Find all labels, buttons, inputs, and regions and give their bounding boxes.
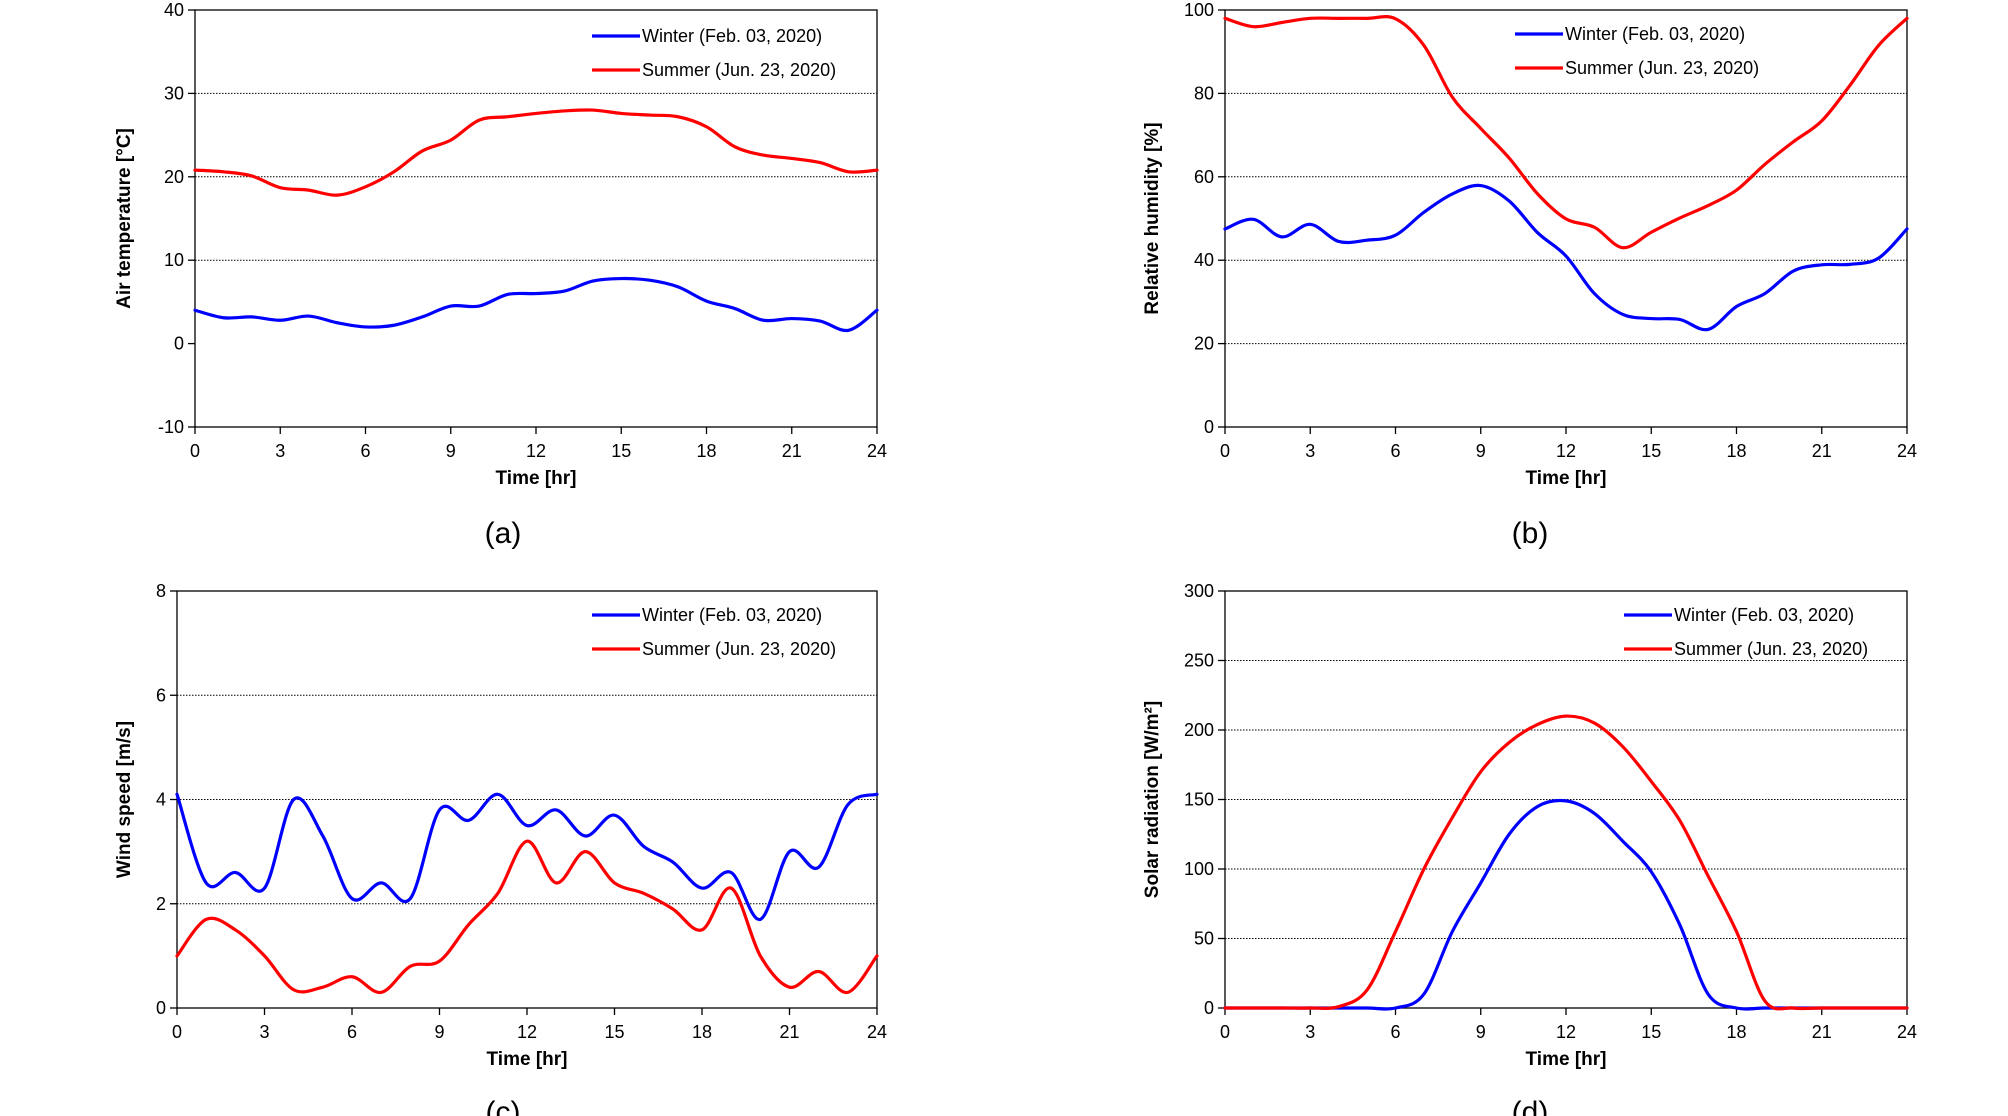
- x-tick-label: 18: [692, 1022, 712, 1042]
- y-tick-label: 250: [1184, 651, 1214, 671]
- y-tick-label: 200: [1184, 720, 1214, 740]
- legend: Winter (Feb. 03, 2020) Summer (Jun. 23, 2…: [1624, 605, 1868, 659]
- series-line-winter: [1223, 183, 1909, 332]
- y-tick-label: 150: [1184, 790, 1214, 810]
- x-tick-label: 21: [782, 441, 802, 461]
- legend-label-winter: Winter (Feb. 03, 2020): [642, 605, 822, 625]
- x-tick-label: 3: [259, 1022, 269, 1042]
- series-line-summer: [1223, 15, 1909, 250]
- y-tick-label: 20: [164, 167, 184, 187]
- x-tick-label: 0: [1220, 1022, 1230, 1042]
- series-line-winter: [193, 276, 879, 333]
- y-tick-label: 6: [156, 685, 166, 705]
- series-line-summer: [1223, 714, 1909, 1011]
- x-tick-label: 9: [1476, 1022, 1486, 1042]
- y-tick-label: 0: [156, 998, 166, 1018]
- x-tick-label: 21: [1812, 441, 1832, 461]
- y-tick-label: 20: [1194, 334, 1214, 354]
- y-tick-label: 10: [164, 250, 184, 270]
- series-line-winter: [175, 792, 879, 921]
- series-line-summer: [175, 839, 879, 994]
- y-tick-label: 8: [156, 581, 166, 601]
- x-tick-label: 3: [1305, 441, 1315, 461]
- legend-label-winter: Winter (Feb. 03, 2020): [1565, 24, 1745, 44]
- panel-label: (d): [1512, 1096, 1549, 1116]
- x-tick-label: 21: [1812, 1022, 1832, 1042]
- y-axis-title: Relative humidity [%]: [1142, 122, 1163, 314]
- x-axis-title: Time [hr]: [1526, 1049, 1607, 1070]
- x-tick-label: 15: [1641, 441, 1661, 461]
- x-tick-label: 15: [604, 1022, 624, 1042]
- x-axis-title: Time [hr]: [496, 468, 577, 489]
- y-tick-label: 0: [1204, 998, 1214, 1018]
- x-tick-label: 12: [1556, 441, 1576, 461]
- legend-label-summer: Summer (Jun. 23, 2020): [642, 60, 836, 80]
- x-tick-label: 0: [1220, 441, 1230, 461]
- chart-panel-b: 0 20 40 60 80 100 0 3 6 9 12 15 18 21 24 Time [hr] Relat…: [1142, 0, 1917, 550]
- y-tick-label: 30: [164, 83, 184, 103]
- x-tick-label: 24: [1897, 1022, 1917, 1042]
- y-tick-label: 0: [1204, 417, 1214, 437]
- panel-label: (a): [485, 517, 522, 550]
- x-tick-label: 6: [1390, 441, 1400, 461]
- legend: Winter (Feb. 03, 2020) Summer (Jun. 23, 2…: [1515, 24, 1759, 78]
- y-tick-label: 0: [174, 334, 184, 354]
- x-tick-label: 6: [347, 1022, 357, 1042]
- y-axis-title: Air temperature [°C]: [114, 128, 135, 309]
- legend-label-summer: Summer (Jun. 23, 2020): [1565, 58, 1759, 78]
- y-tick-label: 50: [1194, 929, 1214, 949]
- legend-label-winter: Winter (Feb. 03, 2020): [1674, 605, 1854, 625]
- x-tick-label: 18: [1726, 1022, 1746, 1042]
- y-tick-label: 40: [164, 0, 184, 20]
- x-tick-label: 6: [360, 441, 370, 461]
- x-tick-label: 12: [517, 1022, 537, 1042]
- x-tick-label: 9: [446, 441, 456, 461]
- panel-label: (c): [486, 1096, 521, 1116]
- x-tick-label: 24: [867, 441, 887, 461]
- y-tick-label: 100: [1184, 859, 1214, 879]
- x-tick-label: 9: [434, 1022, 444, 1042]
- y-tick-label: 40: [1194, 250, 1214, 270]
- legend: Winter (Feb. 03, 2020) Summer (Jun. 23, 2…: [592, 26, 836, 80]
- x-tick-label: 12: [526, 441, 546, 461]
- x-tick-label: 24: [1897, 441, 1917, 461]
- x-tick-label: 18: [696, 441, 716, 461]
- x-tick-label: 12: [1556, 1022, 1576, 1042]
- x-tick-label: 21: [779, 1022, 799, 1042]
- y-tick-label: 100: [1184, 0, 1214, 20]
- x-tick-label: 3: [1305, 1022, 1315, 1042]
- x-tick-label: 15: [1641, 1022, 1661, 1042]
- y-axis-title: Solar radiation [W/m²]: [1142, 701, 1163, 898]
- legend-label-winter: Winter (Feb. 03, 2020): [642, 26, 822, 46]
- x-tick-label: 18: [1726, 441, 1746, 461]
- legend: Winter (Feb. 03, 2020) Summer (Jun. 23, 2…: [592, 605, 836, 659]
- y-tick-label: 2: [156, 894, 166, 914]
- y-tick-label: 300: [1184, 581, 1214, 601]
- x-axis-title: Time [hr]: [487, 1049, 568, 1070]
- x-tick-label: 3: [275, 441, 285, 461]
- y-tick-label: -10: [158, 417, 184, 437]
- x-tick-label: 15: [611, 441, 631, 461]
- y-tick-label: 60: [1194, 167, 1214, 187]
- y-tick-label: 80: [1194, 83, 1214, 103]
- series-line-summer: [193, 108, 879, 197]
- x-tick-label: 0: [190, 441, 200, 461]
- x-tick-label: 9: [1476, 441, 1486, 461]
- legend-label-summer: Summer (Jun. 23, 2020): [1674, 639, 1868, 659]
- panel-label: (b): [1512, 517, 1549, 550]
- x-tick-label: 24: [867, 1022, 887, 1042]
- legend-label-summer: Summer (Jun. 23, 2020): [642, 639, 836, 659]
- chart-panel-a: -10 0 10 20 30 40 0 3 6 9 12 15 18 21 24 Time [hr] Air t…: [114, 0, 887, 550]
- x-tick-label: 6: [1390, 1022, 1400, 1042]
- x-tick-label: 0: [172, 1022, 182, 1042]
- chart-panel-d: 0 50 100 150 200 250 300 0 3 6 9 12 15 18 21 24 Time [hr…: [1142, 581, 1917, 1116]
- y-axis-title: Wind speed [m/s]: [114, 721, 135, 878]
- y-tick-label: 4: [156, 790, 166, 810]
- x-axis-title: Time [hr]: [1526, 468, 1607, 489]
